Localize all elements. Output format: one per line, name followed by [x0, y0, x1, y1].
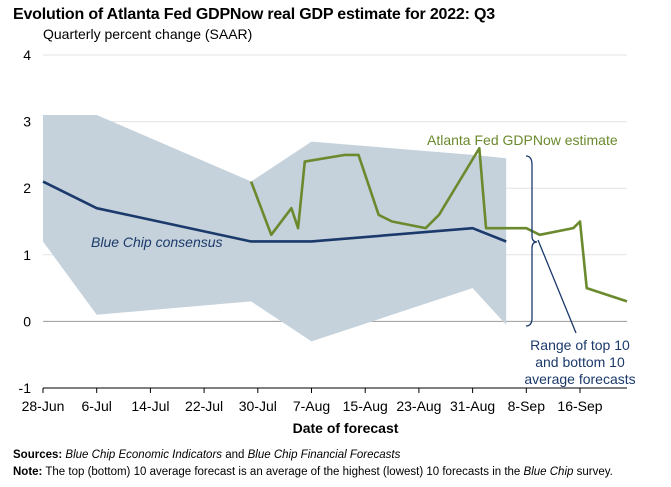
range-label-line3: average forecasts [524, 371, 635, 387]
x-tick-label: 30-Jul [239, 398, 277, 414]
y-tick-label: -1 [19, 380, 32, 396]
x-tick-label: 14-Jul [131, 398, 169, 414]
x-tick-label: 6-Jul [82, 398, 112, 414]
range-pointer-line [537, 239, 577, 334]
bluechip-label: Blue Chip consensus [91, 234, 223, 250]
x-tick-label: 31-Aug [450, 398, 495, 414]
range-bracket [525, 155, 538, 327]
annotations: Atlanta Fed GDPNow estimate Blue Chip co… [91, 132, 636, 387]
x-tick-label: 15-Aug [343, 398, 388, 414]
chart-title: Evolution of Atlanta Fed GDPNow real GDP… [13, 6, 495, 23]
x-tick-label: 16-Sep [557, 398, 602, 414]
y-axis-ticks: -1 0 1 2 3 4 [19, 47, 32, 396]
x-tick-label: 28-Jun [22, 398, 65, 414]
range-label-line1: Range of top 10 [530, 337, 630, 353]
gdpnow-estimate-line [249, 146, 628, 303]
chart-subtitle: Quarterly percent change (SAAR) [43, 26, 253, 42]
sources-line: Sources: Blue Chip Economic Indicators a… [13, 449, 401, 461]
note-line: Note: The top (bottom) 10 average foreca… [13, 466, 613, 478]
gdpnow-label: Atlanta Fed GDPNow estimate [427, 132, 618, 148]
range-label-line2: and bottom 10 [535, 354, 625, 370]
x-tick-label: 7-Aug [293, 398, 330, 414]
x-axis-label: Date of forecast [292, 420, 399, 436]
y-tick-label: 3 [23, 114, 31, 130]
y-tick-label: 2 [23, 180, 31, 196]
series-lines [42, 146, 628, 303]
y-tick-label: 0 [23, 313, 31, 329]
gdpnow-chart: -1 0 1 2 3 4 28-Jun 6-Jul 14-Jul 22-Jul 30-Jul 7-A… [19, 47, 636, 414]
x-tick-label: 8-Sep [508, 398, 546, 414]
bluechip-consensus-line [42, 180, 507, 243]
forecast-range-band [43, 114, 507, 342]
x-tick-label: 23-Aug [396, 398, 441, 414]
y-tick-label: 4 [23, 47, 31, 63]
y-tick-label: 1 [23, 247, 31, 263]
footer-notes: Sources: Blue Chip Economic Indicators a… [13, 447, 613, 481]
x-axis-ticks: 28-Jun 6-Jul 14-Jul 22-Jul 30-Jul 7-Aug 15-Aug… [22, 388, 603, 414]
range-band-area [43, 114, 507, 342]
x-tick-label: 22-Jul [185, 398, 223, 414]
